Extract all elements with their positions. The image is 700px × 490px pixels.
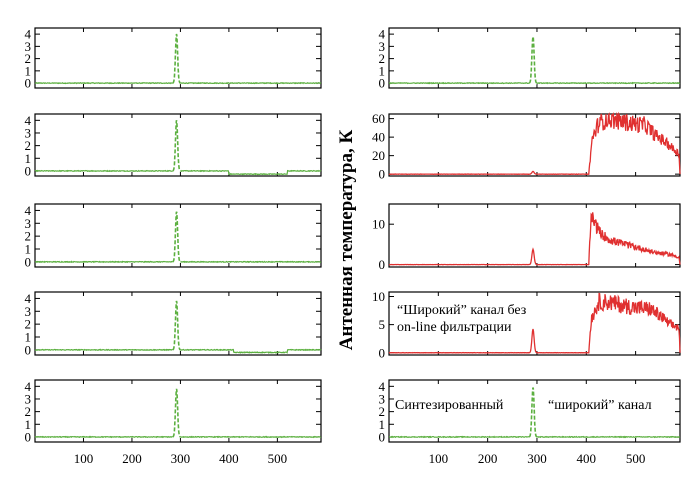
panel-frame xyxy=(34,379,322,443)
peak-dashed-line xyxy=(172,33,181,84)
y-tick-label: 3 xyxy=(25,39,32,54)
y-tick-label: 0 xyxy=(25,429,32,444)
x-tick-label: 400 xyxy=(219,451,239,466)
panel-annotation: “Широкий” канал без xyxy=(397,303,527,318)
panel-frame xyxy=(34,27,322,89)
y-tick-label: 0 xyxy=(379,257,386,272)
x-tick-label: 300 xyxy=(171,451,191,466)
y-tick-label: 3 xyxy=(379,39,386,54)
x-tick-label: 200 xyxy=(122,451,142,466)
x-tick-label: 100 xyxy=(429,451,449,466)
y-tick-label: 3 xyxy=(25,125,32,140)
y-tick-label: 4 xyxy=(25,379,32,394)
panel-frame xyxy=(388,203,681,268)
y-tick-label: 4 xyxy=(25,291,32,306)
peak-dashed-line xyxy=(172,120,181,172)
x-tick-label: 400 xyxy=(577,451,597,466)
panel-right-4: 0 5 10 “Широкий” канал без on-line фильтраци… xyxy=(372,289,681,360)
x-tick-label: 500 xyxy=(268,451,288,466)
y-tick-label: 1 xyxy=(25,417,32,432)
y-tick-label: 4 xyxy=(25,113,32,128)
peak-dashed-line xyxy=(172,388,181,438)
y-tick-label: 2 xyxy=(379,404,386,419)
y-tick-label: 2 xyxy=(25,229,32,244)
x-tick-label: 200 xyxy=(478,451,498,466)
y-tick-label: 20 xyxy=(372,148,385,163)
panel-right-3: 0 10 xyxy=(372,203,681,272)
peak-dashed-line xyxy=(528,387,538,438)
panel-annotation: on-line фильтрации xyxy=(397,320,512,335)
panel-frame xyxy=(34,113,322,177)
y-tick-label: 2 xyxy=(25,138,32,153)
y-tick-label: 2 xyxy=(25,317,32,332)
y-tick-label: 0 xyxy=(379,429,386,444)
y-tick-label: 5 xyxy=(379,317,386,332)
y-tick-label: 2 xyxy=(379,51,386,66)
y-tick-label: 4 xyxy=(25,203,32,218)
panel-frame xyxy=(388,113,681,177)
y-tick-label: 3 xyxy=(25,391,32,406)
y-axis-label: Антенная температура, К xyxy=(336,130,357,351)
y-tick-label: 40 xyxy=(372,130,385,145)
panel-frame xyxy=(388,27,681,89)
y-tick-label: 0 xyxy=(25,342,32,357)
panel-frame xyxy=(388,379,681,443)
y-tick-label: 4 xyxy=(379,27,386,42)
y-tick-label: 4 xyxy=(25,27,32,42)
y-tick-label: 1 xyxy=(25,330,32,345)
series-line xyxy=(388,111,681,176)
y-tick-label: 3 xyxy=(25,216,32,231)
y-tick-label: 1 xyxy=(379,417,386,432)
y-tick-label: 2 xyxy=(25,51,32,66)
x-tick-label: 300 xyxy=(527,451,547,466)
y-tick-label: 0 xyxy=(379,345,386,360)
y-tick-label: 0 xyxy=(25,254,32,269)
y-tick-label: 0 xyxy=(25,76,32,91)
y-tick-label: 1 xyxy=(25,151,32,166)
y-tick-label: 1 xyxy=(25,63,32,78)
series-line xyxy=(388,292,681,354)
y-tick-label: 1 xyxy=(25,242,32,257)
y-tick-label: 3 xyxy=(25,304,32,319)
y-tick-label: 0 xyxy=(379,76,386,91)
y-tick-label: 1 xyxy=(379,63,386,78)
series-line xyxy=(388,212,681,266)
panel-annotation-right: “широкий” канал xyxy=(548,398,652,413)
y-tick-label: 0 xyxy=(379,167,386,182)
x-tick-label: 100 xyxy=(74,451,94,466)
panel-annotation-left: Синтезированный xyxy=(395,398,504,413)
y-tick-label: 10 xyxy=(372,289,385,304)
y-tick-label: 10 xyxy=(372,217,385,232)
peak-dashed-line xyxy=(172,300,181,351)
x-tick-label: 500 xyxy=(626,451,646,466)
y-tick-label: 4 xyxy=(379,379,386,394)
panel-frame xyxy=(388,291,681,356)
peak-dashed-line xyxy=(528,36,538,84)
panel-frame xyxy=(34,291,322,356)
y-tick-label: 60 xyxy=(372,111,385,126)
y-tick-label: 2 xyxy=(25,404,32,419)
y-tick-label: 0 xyxy=(25,163,32,178)
panel-right-2: 0 20 40 60 xyxy=(372,111,681,182)
panel-frame xyxy=(34,203,322,268)
y-tick-label: 3 xyxy=(379,391,386,406)
peak-dashed-line xyxy=(172,211,181,263)
